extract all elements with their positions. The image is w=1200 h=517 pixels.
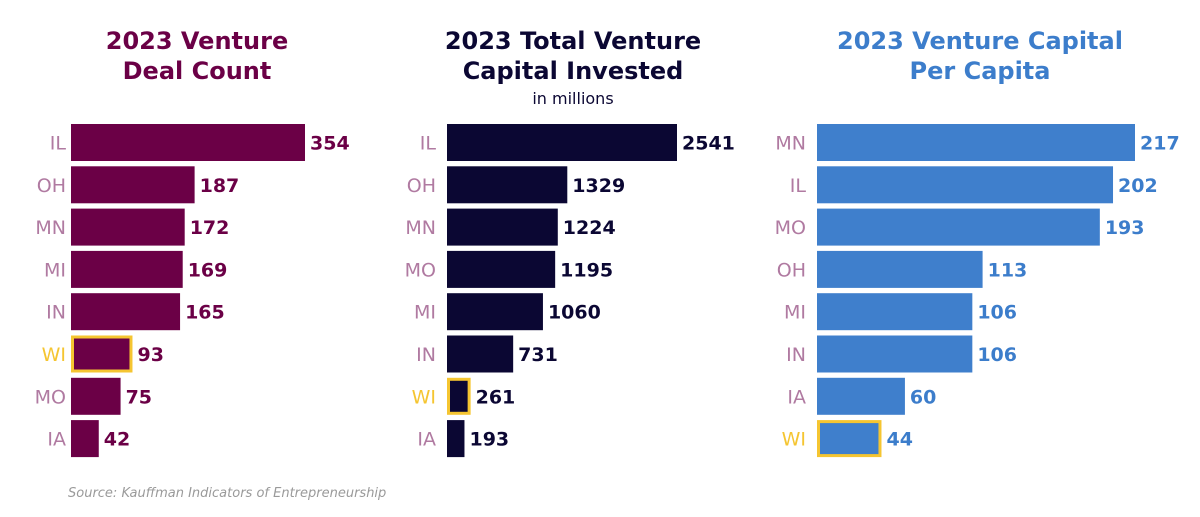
category-label: IA bbox=[47, 429, 66, 451]
category-label: IN bbox=[786, 344, 806, 366]
category-label: IN bbox=[416, 344, 436, 366]
bar bbox=[817, 293, 973, 331]
value-label: 106 bbox=[977, 302, 1017, 324]
bar bbox=[817, 335, 973, 373]
value-label: 75 bbox=[126, 386, 152, 408]
value-label: 60 bbox=[910, 386, 936, 408]
value-label: 93 bbox=[137, 344, 163, 366]
category-label: WI bbox=[42, 344, 66, 366]
category-label: OH bbox=[407, 175, 436, 197]
value-label: 217 bbox=[1140, 133, 1180, 155]
source-note: Source: Kauffman Indicators of Entrepren… bbox=[68, 486, 387, 501]
bar bbox=[447, 420, 465, 458]
value-label: 261 bbox=[476, 386, 516, 408]
value-label: 731 bbox=[518, 344, 558, 366]
bar bbox=[71, 420, 99, 458]
category-label: MN bbox=[775, 133, 806, 155]
chart-title-line: Capital Invested bbox=[463, 57, 684, 85]
value-label: 42 bbox=[104, 429, 130, 451]
bar bbox=[447, 124, 677, 161]
bar bbox=[817, 166, 1114, 204]
category-label: OH bbox=[777, 259, 806, 281]
bar-highlighted bbox=[447, 377, 471, 415]
bar bbox=[817, 377, 905, 415]
bar-highlighted bbox=[817, 420, 882, 458]
value-label: 113 bbox=[988, 259, 1028, 281]
bar bbox=[447, 250, 556, 288]
value-label: 354 bbox=[310, 133, 350, 155]
chart-title-line: 2023 Venture Capital bbox=[837, 27, 1123, 55]
category-label: MI bbox=[784, 302, 806, 324]
bar-highlighted bbox=[71, 335, 133, 373]
bar bbox=[447, 293, 543, 331]
value-label: 44 bbox=[886, 429, 912, 451]
bar bbox=[71, 377, 121, 415]
value-label: 172 bbox=[190, 217, 230, 239]
chart-title-line: 2023 Total Venture bbox=[445, 27, 701, 55]
category-label: MN bbox=[35, 217, 66, 239]
chart-subtitle: in millions bbox=[532, 89, 613, 108]
value-label: 193 bbox=[1105, 217, 1145, 239]
chart-title-line: Deal Count bbox=[123, 57, 272, 85]
bar bbox=[71, 124, 305, 161]
chart-title-line: 2023 Venture bbox=[106, 27, 288, 55]
category-label: MO bbox=[775, 217, 806, 239]
bar bbox=[447, 335, 514, 373]
category-label: MI bbox=[44, 259, 66, 281]
value-label: 202 bbox=[1118, 175, 1158, 197]
bar bbox=[447, 208, 558, 246]
value-label: 2541 bbox=[682, 133, 735, 155]
value-label: 1195 bbox=[560, 259, 613, 281]
bar bbox=[817, 124, 1135, 161]
value-label: 193 bbox=[469, 429, 509, 451]
value-label: 1224 bbox=[563, 217, 616, 239]
value-label: 165 bbox=[185, 302, 225, 324]
value-label: 1060 bbox=[548, 302, 601, 324]
value-label: 187 bbox=[200, 175, 240, 197]
category-label: IN bbox=[46, 302, 66, 324]
bar bbox=[71, 293, 181, 331]
category-label: IA bbox=[787, 386, 806, 408]
category-label: IA bbox=[417, 429, 436, 451]
category-label: MO bbox=[35, 386, 66, 408]
category-label: WI bbox=[412, 386, 436, 408]
category-label: IL bbox=[790, 175, 807, 197]
bar bbox=[817, 250, 983, 288]
value-label: 1329 bbox=[572, 175, 625, 197]
bar bbox=[71, 250, 183, 288]
chart-title-line: Per Capita bbox=[910, 57, 1051, 85]
bar bbox=[817, 208, 1100, 246]
bar bbox=[71, 166, 195, 204]
category-label: IL bbox=[420, 133, 437, 155]
bar bbox=[447, 166, 568, 204]
category-label: MI bbox=[414, 302, 436, 324]
bar bbox=[71, 208, 185, 246]
category-label: IL bbox=[50, 133, 67, 155]
category-label: WI bbox=[782, 429, 806, 451]
category-label: MN bbox=[405, 217, 436, 239]
category-label: MO bbox=[405, 259, 436, 281]
category-label: OH bbox=[37, 175, 66, 197]
value-label: 106 bbox=[977, 344, 1017, 366]
value-label: 169 bbox=[188, 259, 228, 281]
